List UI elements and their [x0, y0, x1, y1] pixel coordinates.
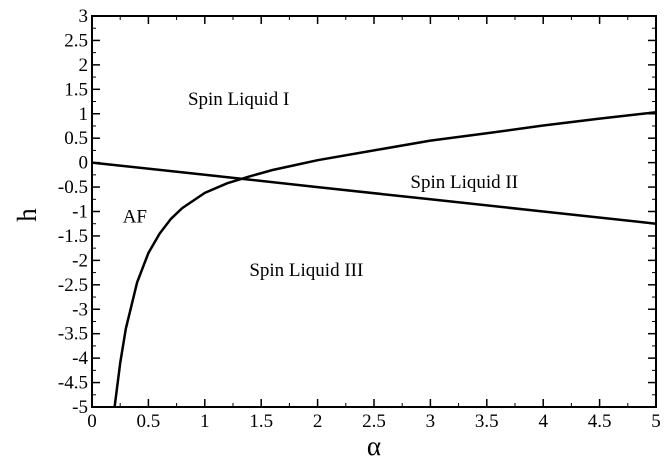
ticks-layer: 0 0.5 1 1.5 2 2.5 3 3.5 4 4.5 5 -5 -4.5 -4 -3.5 -3 -2.5 -…	[58, 6, 661, 432]
y-tick-label: 0.5	[64, 128, 88, 149]
y-tick-label: -4	[72, 348, 88, 369]
x-tick-label: 0	[87, 411, 97, 432]
x-tick-label: 1	[200, 411, 210, 432]
region-label: Spin Liquid I	[188, 89, 289, 110]
y-tick-label: -0.5	[58, 177, 88, 198]
region-label: Spin Liquid III	[249, 260, 363, 281]
x-tick-label: 3	[426, 411, 436, 432]
x-tick-label: 2	[313, 411, 323, 432]
y-axis-title: h	[12, 208, 42, 222]
x-tick-label: 4.5	[588, 411, 612, 432]
boundary-line-1	[91, 161, 657, 225]
x-tick-label: 0.5	[137, 411, 161, 432]
boundary-line-2	[113, 111, 657, 408]
x-tick-label: 4	[538, 411, 548, 432]
curves-layer	[91, 111, 657, 408]
region-label: AF	[123, 206, 147, 227]
y-tick-label: -5	[72, 397, 88, 418]
y-tick-label: 0	[79, 153, 89, 174]
y-tick-label: -3	[72, 299, 88, 320]
y-tick-label: -2	[72, 250, 88, 271]
y-tick-label: -1	[72, 202, 88, 223]
y-tick-label: 2	[79, 55, 89, 76]
plot-frame	[91, 15, 657, 408]
y-tick-label: -4.5	[58, 373, 88, 394]
y-tick-label: -2.5	[58, 275, 88, 296]
x-tick-label: 2.5	[362, 411, 386, 432]
y-tick-label: 2.5	[64, 30, 88, 51]
region-label: Spin Liquid II	[410, 172, 518, 193]
y-tick-label: 3	[79, 6, 89, 27]
x-axis-title: α	[367, 431, 381, 461]
y-tick-label: 1	[79, 104, 89, 125]
annotations-layer: Spin Liquid I Spin Liquid II Spin Liquid I…	[123, 89, 518, 281]
y-tick-label: 1.5	[64, 79, 88, 100]
x-tick-label: 3.5	[475, 411, 499, 432]
x-tick-label: 1.5	[249, 411, 273, 432]
x-tick-label: 5	[651, 411, 661, 432]
y-tick-label: -3.5	[58, 324, 88, 345]
y-tick-label: -1.5	[58, 226, 88, 247]
